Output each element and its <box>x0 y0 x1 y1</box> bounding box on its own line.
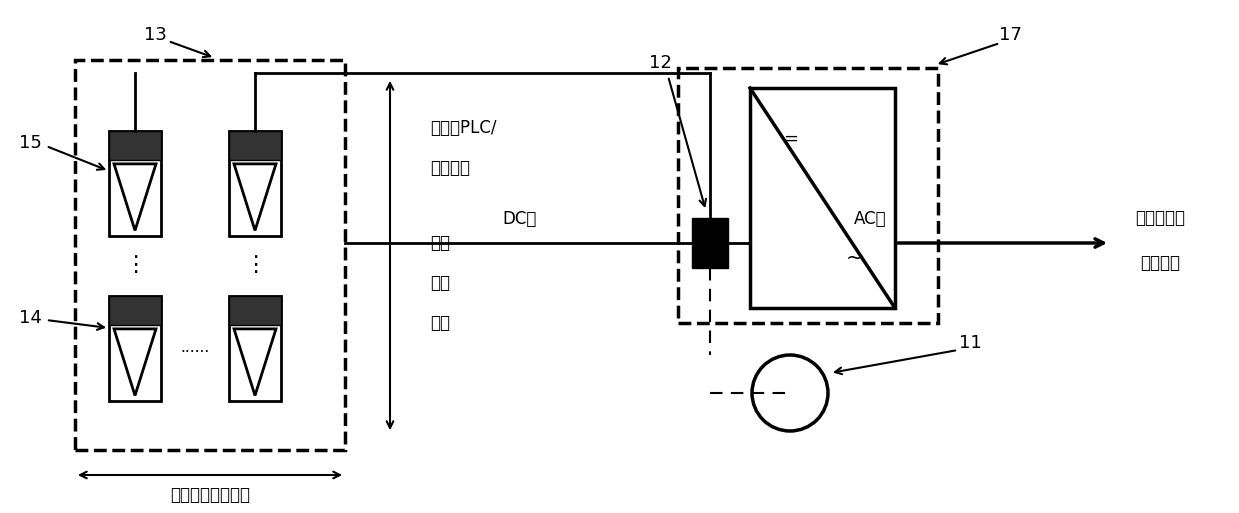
Text: 电器产品和: 电器产品和 <box>1135 209 1184 227</box>
Text: DC线: DC线 <box>503 210 538 228</box>
Bar <box>109 295 161 325</box>
Text: 载波信号: 载波信号 <box>430 159 470 177</box>
Text: 17: 17 <box>999 26 1021 44</box>
Bar <box>109 130 161 160</box>
Bar <box>76 60 344 450</box>
Text: ~: ~ <box>846 247 864 267</box>
Bar <box>229 130 281 235</box>
Bar <box>109 130 161 235</box>
Bar <box>229 130 281 160</box>
Text: 14: 14 <box>19 309 41 327</box>
Bar <box>229 295 281 325</box>
Polygon shape <box>114 164 156 230</box>
Text: 15: 15 <box>19 134 41 152</box>
Polygon shape <box>114 329 156 396</box>
Bar <box>109 295 161 401</box>
Bar <box>750 88 895 308</box>
Text: ......: ...... <box>181 341 209 356</box>
Text: 多个: 多个 <box>430 234 450 252</box>
Text: 电力线PLC/: 电力线PLC/ <box>430 119 497 137</box>
Polygon shape <box>234 329 276 396</box>
Text: AC线: AC线 <box>854 210 886 228</box>
Text: 12: 12 <box>648 54 672 72</box>
Bar <box>229 295 281 401</box>
Text: 若干个光伏组件串: 若干个光伏组件串 <box>170 486 250 504</box>
Bar <box>678 68 938 323</box>
Text: 分布电网: 分布电网 <box>1140 254 1180 272</box>
Polygon shape <box>234 164 276 230</box>
Text: 11: 11 <box>959 334 981 352</box>
Text: 13: 13 <box>144 26 166 44</box>
Text: ⋮: ⋮ <box>244 255 266 275</box>
Text: ⋮: ⋮ <box>124 255 146 275</box>
Bar <box>693 218 729 268</box>
Text: =: = <box>783 130 798 148</box>
Text: 光伏: 光伏 <box>430 274 450 292</box>
Text: 组件: 组件 <box>430 314 450 332</box>
